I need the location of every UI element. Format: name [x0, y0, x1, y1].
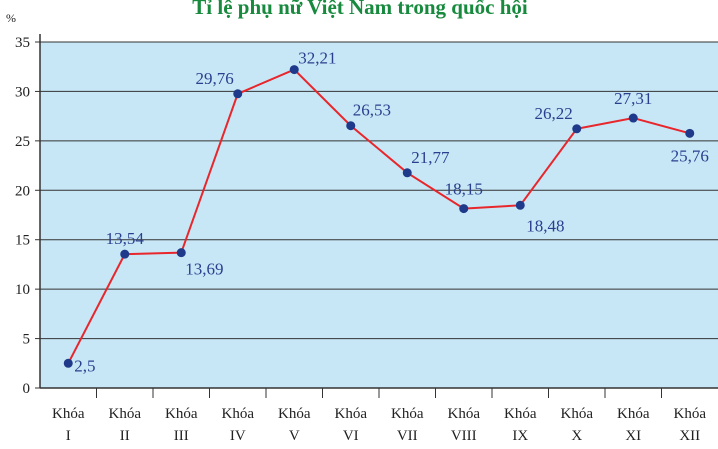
value-label: 27,31: [614, 89, 652, 108]
value-label: 13,54: [106, 229, 145, 248]
y-tick-label: 5: [23, 332, 31, 348]
value-label: 26,22: [535, 104, 573, 123]
value-label: 18,15: [445, 180, 483, 199]
value-label: 25,76: [671, 146, 709, 165]
x-tick-label: Khóa XI: [617, 406, 650, 444]
x-tick-label: Khóa IX: [504, 406, 537, 444]
marker: [120, 249, 130, 259]
marker: [176, 248, 186, 258]
y-tick-label: 35: [15, 35, 30, 51]
value-label: 29,76: [196, 69, 234, 88]
x-tick-label: Khóa IV: [222, 406, 255, 444]
marker: [685, 128, 695, 138]
y-tick-label: 25: [15, 134, 30, 150]
x-tick-label: Khóa XII: [674, 406, 707, 444]
value-label: 26,53: [353, 101, 391, 120]
value-label: 18,48: [526, 216, 564, 235]
chart-title: Tỉ lệ phụ nữ Việt Nam trong quốc hội: [192, 0, 528, 19]
marker: [233, 89, 243, 99]
marker: [572, 124, 582, 134]
x-tick-label: Khóa V: [278, 406, 311, 444]
y-tick-label: 15: [15, 233, 30, 249]
x-tick-label: Khóa VI: [335, 406, 368, 444]
y-tick-label: 20: [15, 183, 30, 199]
value-label: 21,77: [411, 148, 450, 167]
marker: [402, 168, 412, 178]
marker: [459, 204, 469, 214]
marker: [63, 358, 73, 368]
x-tick-label: Khóa VII: [391, 406, 424, 444]
marker: [515, 200, 525, 210]
marker: [289, 65, 299, 75]
x-tick-label: Khóa X: [561, 406, 594, 444]
x-tick-label: Khóa III: [165, 406, 198, 444]
value-label: 13,69: [185, 260, 223, 279]
y-tick-label: 30: [15, 84, 30, 100]
y-tick-label: 10: [15, 282, 30, 298]
x-tick-label: Khóa VIII: [448, 406, 481, 444]
x-tick-label: Khóa II: [109, 406, 142, 444]
y-axis-unit: %: [6, 11, 16, 25]
plot-area: [40, 42, 718, 388]
marker: [346, 121, 356, 131]
value-label: 2,5: [74, 356, 95, 375]
marker: [628, 113, 638, 123]
y-tick-label: 0: [23, 381, 31, 397]
data-line: [67, 68, 691, 364]
value-label: 32,21: [298, 49, 336, 68]
x-tick-label: Khóa I: [52, 406, 85, 444]
